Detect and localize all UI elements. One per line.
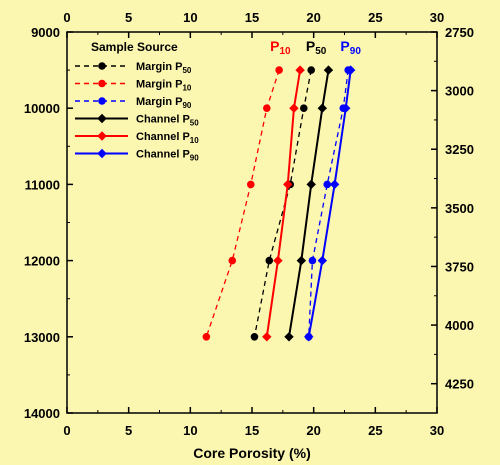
data-point — [341, 103, 351, 113]
series-channel-p50 — [284, 65, 334, 342]
p10-label: P10 — [270, 38, 291, 57]
data-point — [308, 256, 317, 265]
y-right-tick-label: 3500 — [445, 201, 474, 216]
data-point — [262, 332, 272, 342]
data-point — [317, 103, 328, 113]
data-point — [317, 255, 328, 266]
y-left-tick-label: 13000 — [24, 330, 60, 345]
legend-marker — [97, 131, 107, 141]
data-point — [202, 333, 211, 341]
legend-label: Channel P50 — [136, 114, 199, 128]
legend: Sample Source Margin P50 Margin P10 Margin … — [75, 40, 199, 163]
legend-marker — [97, 148, 107, 159]
p50-label: P50 — [306, 38, 327, 57]
legend-entry: Margin P10 — [75, 79, 192, 93]
legend-label: Margin P50 — [136, 61, 192, 75]
legend-entry: Margin P90 — [75, 96, 192, 110]
y-right-tick-label: 3000 — [445, 84, 474, 99]
x-tick-label-top: 15 — [245, 10, 259, 25]
x-tick-label-bottom: 0 — [63, 423, 70, 438]
legend-entry: Channel P90 — [75, 149, 199, 163]
x-tick-label-top: 30 — [430, 10, 444, 25]
legend-entry: Channel P50 — [75, 114, 199, 128]
series-margin-p10 — [202, 66, 283, 341]
x-tick-label-bottom: 20 — [306, 423, 320, 438]
x-tick-label-bottom: 10 — [183, 423, 197, 438]
x-tick-label-top: 0 — [63, 10, 70, 25]
x-tick-label-top: 5 — [125, 10, 132, 25]
legend-label: Channel P90 — [136, 149, 199, 163]
y-right-tick-label: 4000 — [445, 318, 474, 333]
data-point — [307, 66, 316, 74]
y-right-tick-label: 4250 — [445, 377, 474, 392]
data-point — [284, 332, 294, 342]
x-axis-title: Core Porosity (%) — [193, 445, 310, 461]
x-tick-label-top: 25 — [368, 10, 382, 25]
x-tick-label-bottom: 25 — [368, 423, 382, 438]
data-point — [300, 104, 308, 112]
data-point — [250, 333, 259, 341]
y-left-tick-label: 9000 — [31, 25, 60, 40]
legend-marker — [98, 62, 106, 70]
series-channel-p90 — [304, 65, 356, 342]
legend-entry: Channel P10 — [75, 131, 199, 145]
legend-title: Sample Source — [91, 40, 178, 54]
data-point — [283, 179, 293, 190]
legend-label: Margin P10 — [136, 79, 192, 93]
data-point — [273, 255, 283, 266]
x-tick-label-top: 10 — [183, 10, 197, 25]
x-tick-label-top: 20 — [306, 10, 320, 25]
data-point — [295, 65, 305, 75]
legend-marker — [98, 79, 106, 88]
data-point — [228, 256, 237, 265]
data-point — [289, 103, 299, 113]
data-point — [263, 104, 271, 112]
data-point — [304, 332, 314, 342]
y-right-tick-label: 2750 — [445, 25, 474, 40]
plot-area — [66, 31, 438, 414]
legend-entry: Margin P50 — [75, 61, 192, 75]
y-left-tick-label: 14000 — [24, 406, 60, 421]
data-point — [323, 65, 334, 75]
y-left-tick-label: 11000 — [25, 177, 60, 192]
data-point — [345, 65, 356, 75]
ticks-layer: 0 0 5 5 10 10 15 15 20 20 25 25 30 30 9000 10000 11000 12… — [24, 10, 474, 438]
data-point — [329, 179, 340, 190]
series-layer — [202, 65, 356, 342]
annotations: P10 P50 P90 — [270, 38, 361, 57]
series-channel-p10 — [262, 65, 305, 342]
data-point — [246, 180, 255, 189]
x-tick-label-bottom: 30 — [430, 423, 444, 438]
p90-label: P90 — [340, 38, 361, 57]
y-left-tick-label: 12000 — [24, 254, 60, 269]
data-point — [323, 180, 332, 189]
y-right-tick-label: 3250 — [445, 142, 474, 157]
data-point — [306, 179, 316, 190]
legend-label: Margin P90 — [136, 96, 192, 110]
y-right-tick-label: 3750 — [445, 259, 474, 274]
data-point — [275, 66, 283, 74]
legend-marker — [98, 97, 106, 105]
x-tick-label-bottom: 5 — [125, 423, 132, 438]
x-tick-label-bottom: 15 — [245, 423, 259, 438]
series-line — [308, 70, 349, 337]
data-point — [265, 256, 274, 265]
legend-marker — [97, 113, 107, 124]
y-left-tick-label: 10000 — [24, 101, 60, 116]
data-point — [296, 255, 307, 266]
legend-label: Channel P10 — [136, 131, 199, 145]
